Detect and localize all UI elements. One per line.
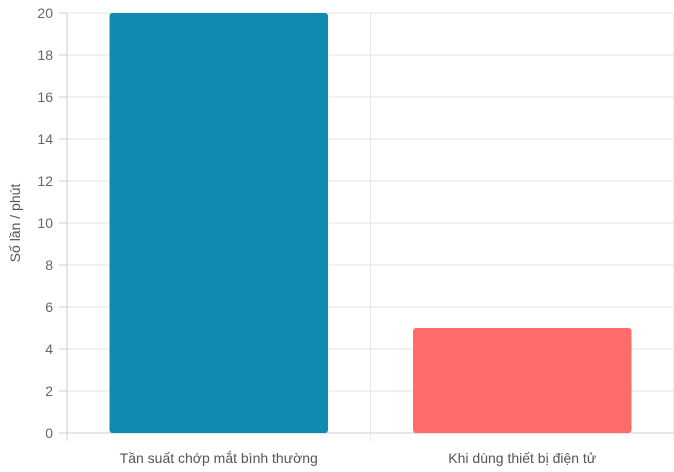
- bar-1: [109, 13, 329, 433]
- y-tick-label: 10: [37, 215, 53, 231]
- y-tick-label: 14: [37, 131, 53, 147]
- y-axis-title: Số lần / phút: [7, 184, 23, 263]
- y-tick-label: 2: [45, 383, 53, 399]
- y-tick-label: 0: [45, 425, 53, 441]
- x-category-label: Tần suất chớp mắt bình thường: [120, 450, 318, 466]
- bar-2: [412, 328, 632, 433]
- x-category-label: Khi dùng thiết bị điện tử: [448, 450, 596, 466]
- y-tick-label: 8: [45, 257, 53, 273]
- bars: [109, 13, 632, 433]
- y-tick-label: 12: [37, 173, 53, 189]
- y-tick-label: 6: [45, 299, 53, 315]
- y-tick-label: 20: [37, 5, 53, 21]
- y-tick-label: 4: [45, 341, 53, 357]
- x-axis-categories: Tần suất chớp mắt bình thường Khi dùng th…: [120, 450, 597, 466]
- y-tick-label: 16: [37, 89, 53, 105]
- y-axis-ticks: 0 2 4 6 8 10 12 14 16 18 20: [37, 5, 53, 441]
- y-tick-label: 18: [37, 47, 53, 63]
